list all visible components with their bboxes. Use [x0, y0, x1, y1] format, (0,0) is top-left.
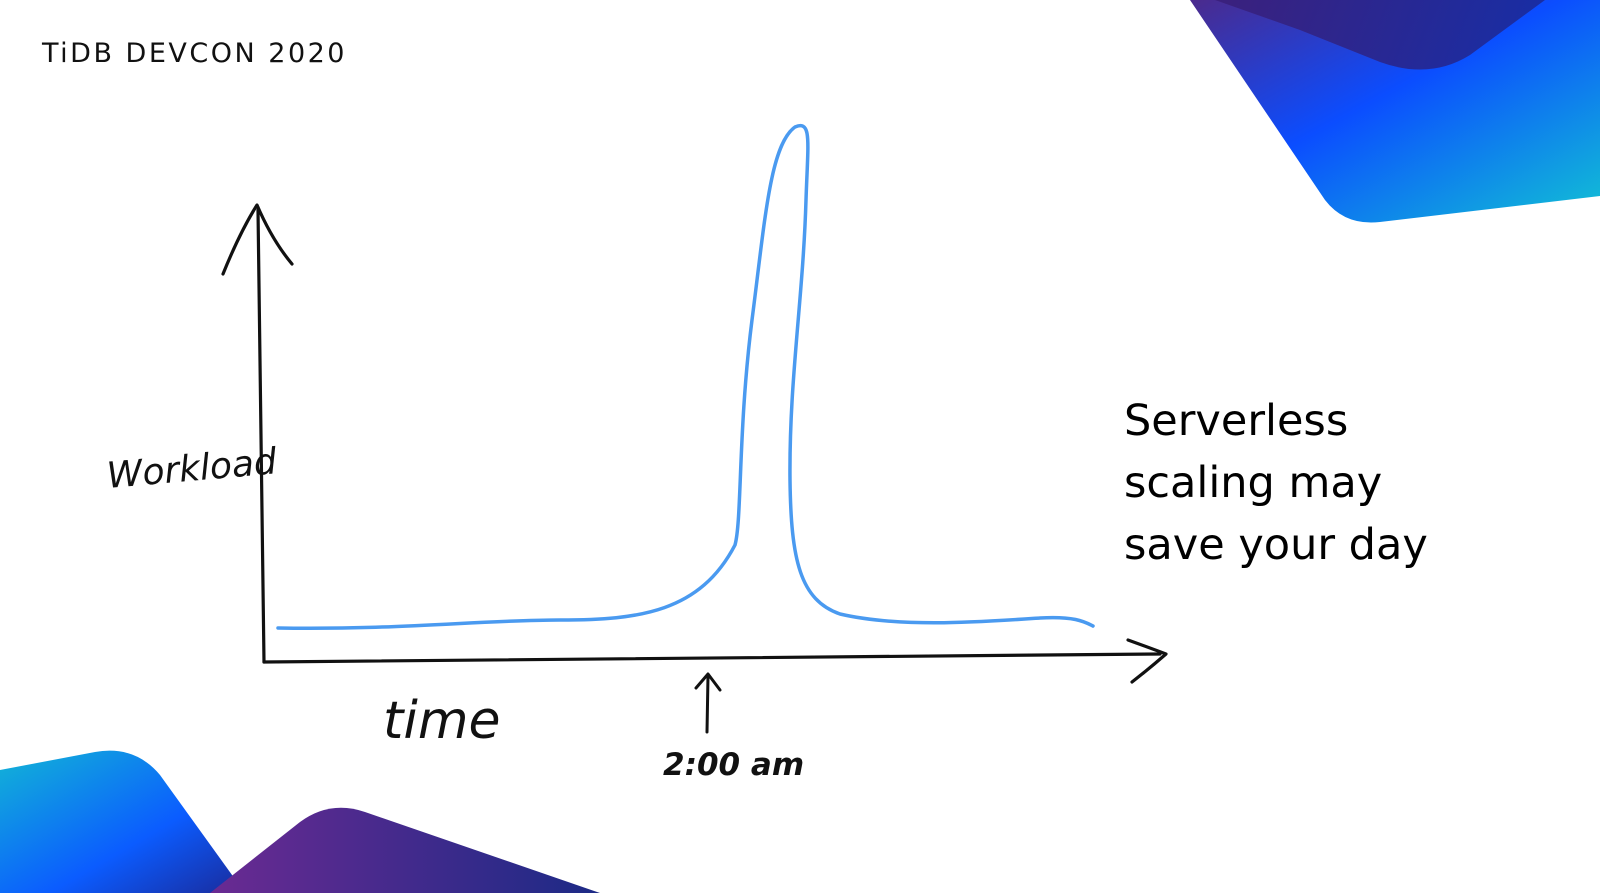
- y-axis-label: Workload: [105, 441, 279, 497]
- brand-title: TiDB DEVCON 2020: [42, 38, 347, 69]
- bottom-left-shape: [0, 750, 245, 893]
- marker-label: 2:00 am: [663, 747, 804, 783]
- tagline-line-2: scaling may: [1124, 458, 1383, 508]
- tagline: Serverless scaling may save your day: [1124, 390, 1564, 576]
- workload-curve: [276, 123, 1095, 630]
- top-right-dark-shape: [1215, 0, 1545, 70]
- marker-arrow-line: [705, 674, 710, 734]
- tagline-line-1: Serverless: [1124, 396, 1349, 446]
- y-axis: [256, 208, 266, 664]
- bottom-left-purple-shape: [210, 807, 600, 893]
- top-right-shape: [1190, 0, 1600, 223]
- x-axis-label: time: [383, 691, 500, 751]
- x-axis: [262, 652, 1162, 664]
- tagline-line-3: save your day: [1124, 520, 1428, 570]
- y-axis-arrowhead: [221, 203, 294, 276]
- x-axis-arrowhead: [1126, 638, 1168, 684]
- marker-arrowhead: [694, 672, 722, 692]
